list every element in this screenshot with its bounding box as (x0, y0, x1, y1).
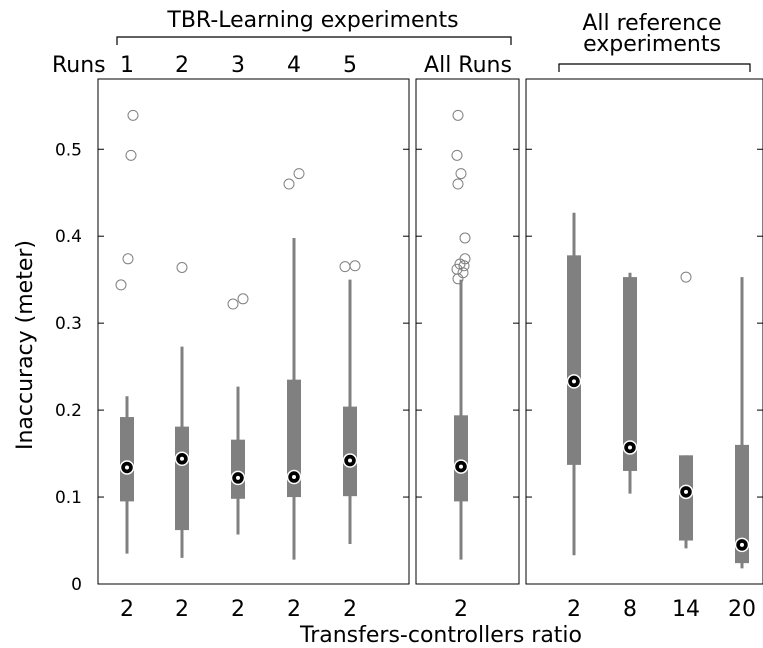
median-dot (180, 456, 184, 461)
median-dot (348, 458, 352, 463)
outlier-point (452, 273, 464, 285)
box-tbr-runs-0: 21 (115, 53, 139, 622)
x-tick-label: 2 (287, 597, 301, 622)
panel-frame (97, 78, 410, 585)
box-reference-0: 2 (566, 212, 582, 622)
outlier-point (125, 149, 137, 161)
outlier-point (459, 232, 471, 244)
outlier-point (122, 253, 134, 265)
x-tick-label: 2 (231, 597, 245, 622)
outlier-point (127, 109, 139, 121)
x-tick-label: 14 (672, 597, 700, 622)
iqr-box (623, 277, 637, 471)
tbr-group-bracket (116, 36, 512, 45)
x-tick-label: 20 (728, 597, 756, 622)
box-tbr-runs-2: 23 (227, 53, 249, 622)
iqr-box (343, 406, 357, 497)
y-tick-label: 0.4 (55, 227, 82, 247)
median-dot (459, 464, 463, 469)
median-dot (740, 542, 744, 547)
y-tick-labels: 0 0.1 0.2 0.3 0.4 0.5 (55, 140, 82, 595)
outlier-point (283, 178, 295, 190)
outlier-point (452, 109, 464, 121)
tbr-group-title: TBR-Learning experiments (166, 8, 458, 33)
x-tick-label: 2 (120, 597, 134, 622)
y-axis-label: Inaccuracy (meter) (13, 240, 38, 450)
iqr-box (287, 379, 301, 498)
median-dot (628, 445, 632, 450)
outlier-point (339, 261, 351, 273)
outlier-point (455, 168, 467, 180)
y-tick-label: 0.5 (55, 140, 82, 160)
run-label: 1 (120, 53, 134, 78)
reference-group-bracket (558, 63, 751, 72)
iqr-box (567, 255, 581, 465)
box-tbr-runs-3: 24 (283, 53, 305, 622)
box-reference-1: 8 (622, 272, 638, 622)
median-dot (125, 465, 129, 470)
outlier-point (451, 263, 463, 275)
panel-frame (525, 78, 763, 585)
y-tick-label: 0 (71, 575, 82, 595)
iqr-box (735, 444, 749, 564)
median-dot (292, 475, 296, 480)
outlier-point (349, 260, 361, 272)
y-tick-label: 0.3 (55, 314, 82, 334)
outlier-point (459, 253, 471, 265)
reference-title-line2: experiments (583, 32, 721, 57)
outlier-point (115, 279, 127, 291)
median-dot (572, 379, 576, 384)
runs-prefix-label: Runs (52, 53, 106, 78)
iqr-box (454, 415, 468, 502)
run-label: 4 (287, 53, 301, 78)
box-tbr-runs-1: 22 (174, 53, 190, 622)
iqr-box (231, 439, 245, 499)
outlier-point (451, 149, 463, 161)
iqr-box (120, 417, 134, 502)
panel-frame (415, 78, 520, 585)
outlier-point (452, 178, 464, 190)
outlier-point (293, 168, 305, 180)
box-reference-2: 14 (672, 271, 700, 622)
reference-title-line1: All reference (582, 11, 721, 36)
box-reference-3: 20 (728, 277, 756, 622)
iqr-box (175, 426, 189, 531)
outlier-point (680, 271, 692, 283)
x-tick-label: 2 (567, 597, 581, 622)
panel-all-runs: 2 (415, 78, 520, 622)
x-tick-label: 8 (623, 597, 637, 622)
box-all-runs-0: 2 (451, 109, 471, 622)
x-tick-label: 2 (343, 597, 357, 622)
median-dot (236, 475, 240, 480)
y-tick-label: 0.1 (55, 488, 82, 508)
run-label: 5 (343, 53, 357, 78)
x-tick-label: 2 (454, 597, 468, 622)
x-tick-label: 2 (175, 597, 189, 622)
run-label: 2 (175, 53, 189, 78)
outlier-point (237, 293, 249, 305)
outlier-point (227, 298, 239, 310)
all-runs-label: All Runs (424, 53, 512, 78)
x-axis-label: Transfers-controllers ratio (299, 623, 582, 648)
median-dot (684, 489, 688, 494)
panel-reference: 2 8 14 20 (525, 78, 763, 622)
y-tick-label: 0.2 (55, 401, 82, 421)
box-tbr-runs-4: 25 (339, 53, 361, 622)
run-label: 3 (231, 53, 245, 78)
outlier-point (176, 262, 188, 274)
